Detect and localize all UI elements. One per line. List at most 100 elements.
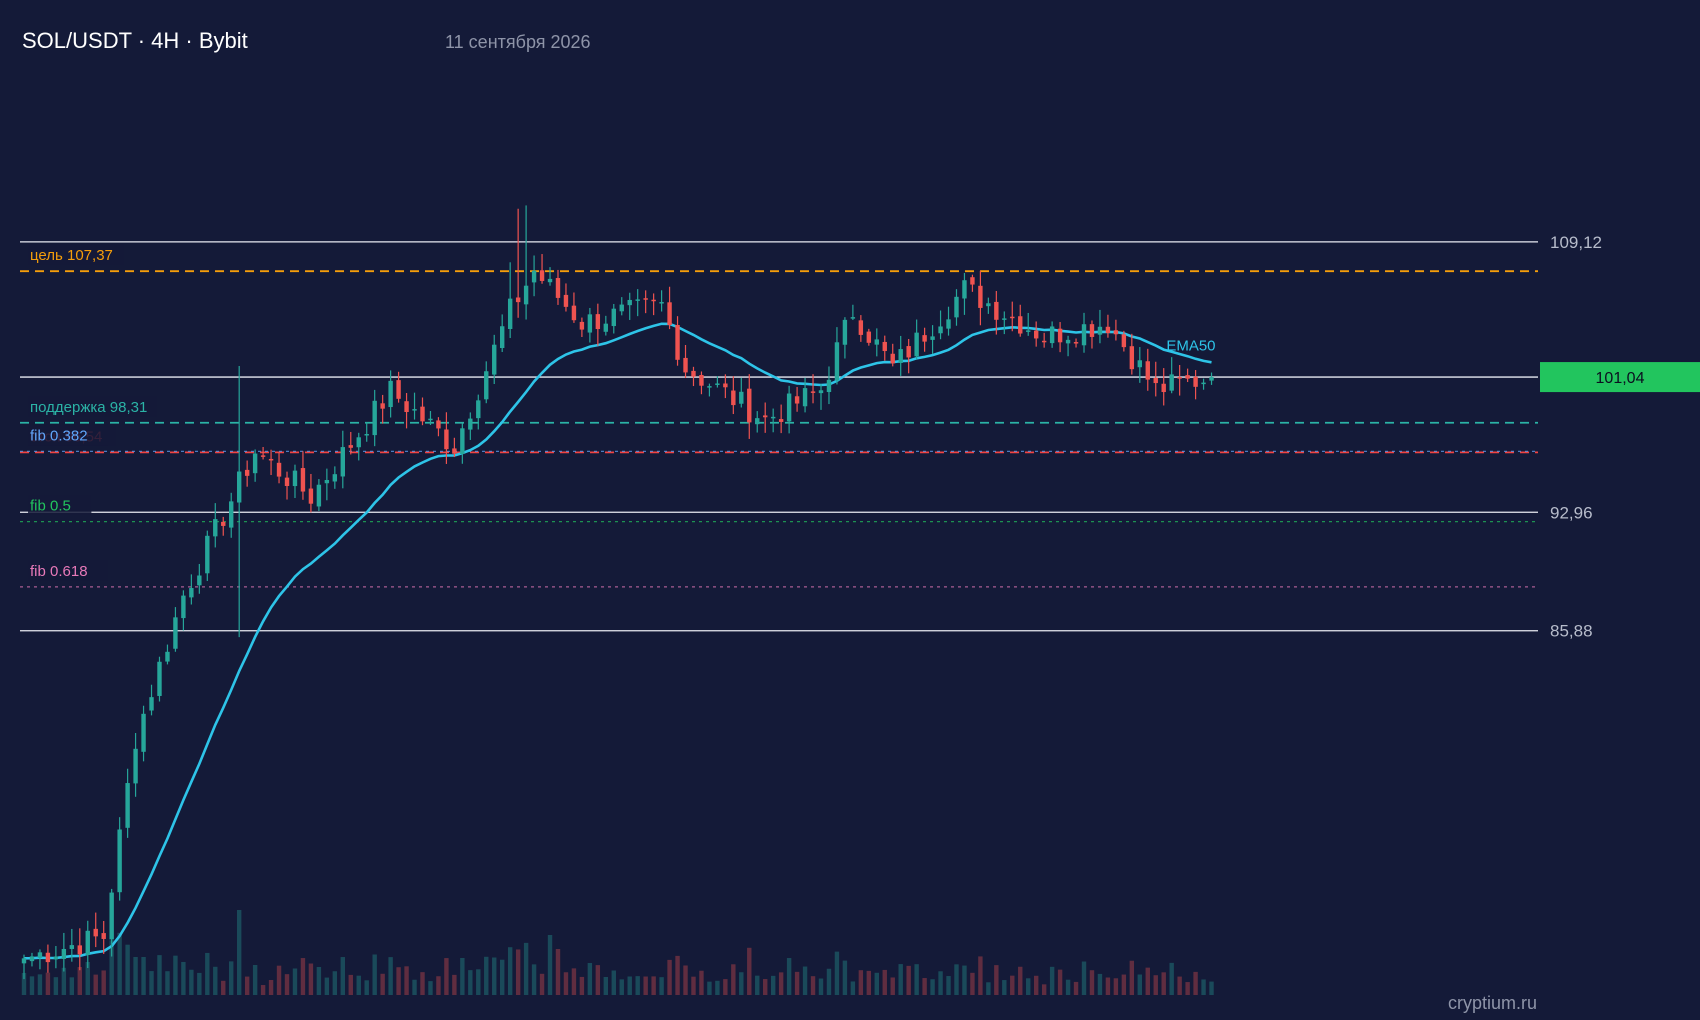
candle-body (986, 303, 991, 307)
candle-body (651, 299, 656, 302)
candle-body (85, 930, 90, 955)
candle-body (667, 302, 672, 325)
candle-body (141, 713, 146, 752)
candle-body (1185, 375, 1190, 379)
candle-body (507, 298, 513, 330)
candle-body (468, 418, 473, 430)
candle-body (715, 383, 720, 385)
candle-body (324, 479, 330, 484)
volume-bar (109, 940, 114, 995)
candle-body (731, 390, 736, 406)
candle-body (1057, 328, 1063, 343)
volume-bar (723, 979, 728, 995)
candle-body (1033, 330, 1039, 339)
candle-body (452, 448, 457, 454)
volume-bar (747, 947, 752, 995)
candle-body (635, 299, 640, 301)
candle-body (563, 294, 569, 307)
candle-body (1105, 326, 1111, 333)
candle-body (643, 298, 648, 300)
volume-bar (1049, 966, 1055, 995)
volume-bar (930, 979, 935, 995)
candle-body (723, 383, 728, 388)
candle-body (125, 783, 130, 828)
volume-bar (1041, 984, 1047, 995)
candle-body (818, 390, 824, 394)
volume-bar (1201, 979, 1206, 995)
volume-bar (731, 964, 736, 995)
candle-body (619, 304, 624, 312)
volume-bar (643, 976, 648, 995)
volume-bar (348, 974, 353, 995)
volume-bar (563, 972, 569, 995)
volume-bar (826, 968, 832, 995)
candle-body (332, 474, 338, 482)
candle-body (1041, 340, 1047, 343)
candle-body (755, 418, 760, 425)
volume-bar (1073, 981, 1079, 995)
volume-bar (165, 971, 170, 995)
volume-bar (500, 959, 505, 995)
volume-bar (404, 966, 409, 995)
candle-body (284, 477, 290, 487)
volume-bar (125, 944, 130, 995)
volume-bar (962, 965, 967, 995)
volume-bar (906, 965, 911, 995)
fib-05-label: fib 0.5 (30, 498, 71, 515)
candle-body (101, 933, 106, 939)
volume-bar (802, 966, 808, 995)
candle-body (739, 391, 744, 404)
volume-bar (635, 976, 640, 995)
volume-bar (356, 975, 361, 995)
candle-body (922, 335, 927, 342)
volume-bar (85, 962, 90, 995)
fib-0618-label-bg (28, 559, 108, 581)
candle-body (1065, 339, 1071, 344)
candle-body (133, 748, 138, 784)
fib-05-label-bg (28, 494, 92, 516)
volume-bar (1193, 971, 1198, 995)
candle-body (1097, 326, 1103, 335)
candle-body (276, 462, 282, 477)
candle-body (874, 339, 879, 345)
volume-bar (181, 961, 186, 995)
volume-bar (53, 977, 59, 995)
volume-bar (324, 977, 330, 995)
volume-pane (21, 910, 1214, 995)
candle-body (1002, 318, 1007, 320)
candle-body (221, 521, 226, 526)
candle-body (364, 434, 369, 436)
candle-body (197, 575, 202, 586)
volume-bar (205, 952, 210, 995)
candle-body (1081, 324, 1087, 346)
candle-body (165, 651, 170, 662)
candle-body (1209, 377, 1214, 381)
candle-body (149, 697, 154, 711)
y-axis-tick-label: 92,96 (1550, 503, 1593, 522)
volume-bar (595, 965, 601, 995)
volume-bar (651, 976, 656, 995)
candle-body (316, 484, 322, 507)
candle-body (372, 400, 377, 436)
candle-body (53, 956, 59, 960)
candle-body (157, 661, 162, 696)
volume-bar (938, 971, 943, 995)
y-axis-tick-label: 109,12 (1550, 233, 1602, 252)
candle-body (802, 388, 808, 407)
candle-body (229, 501, 234, 528)
volume-bar (755, 975, 760, 995)
candle-body (380, 403, 385, 409)
candle-body (181, 595, 186, 619)
candle-body (978, 285, 983, 308)
volume-bar (579, 976, 585, 995)
volume-bar (69, 977, 75, 995)
candle-body (404, 401, 409, 412)
volume-bar (221, 980, 226, 995)
candle-body (1193, 376, 1198, 387)
volume-bar (29, 976, 35, 995)
volume-bar (715, 980, 720, 995)
volume-bar (364, 980, 369, 995)
candle-body (1113, 330, 1119, 335)
candle-body (571, 305, 577, 321)
candle-body (308, 488, 314, 504)
